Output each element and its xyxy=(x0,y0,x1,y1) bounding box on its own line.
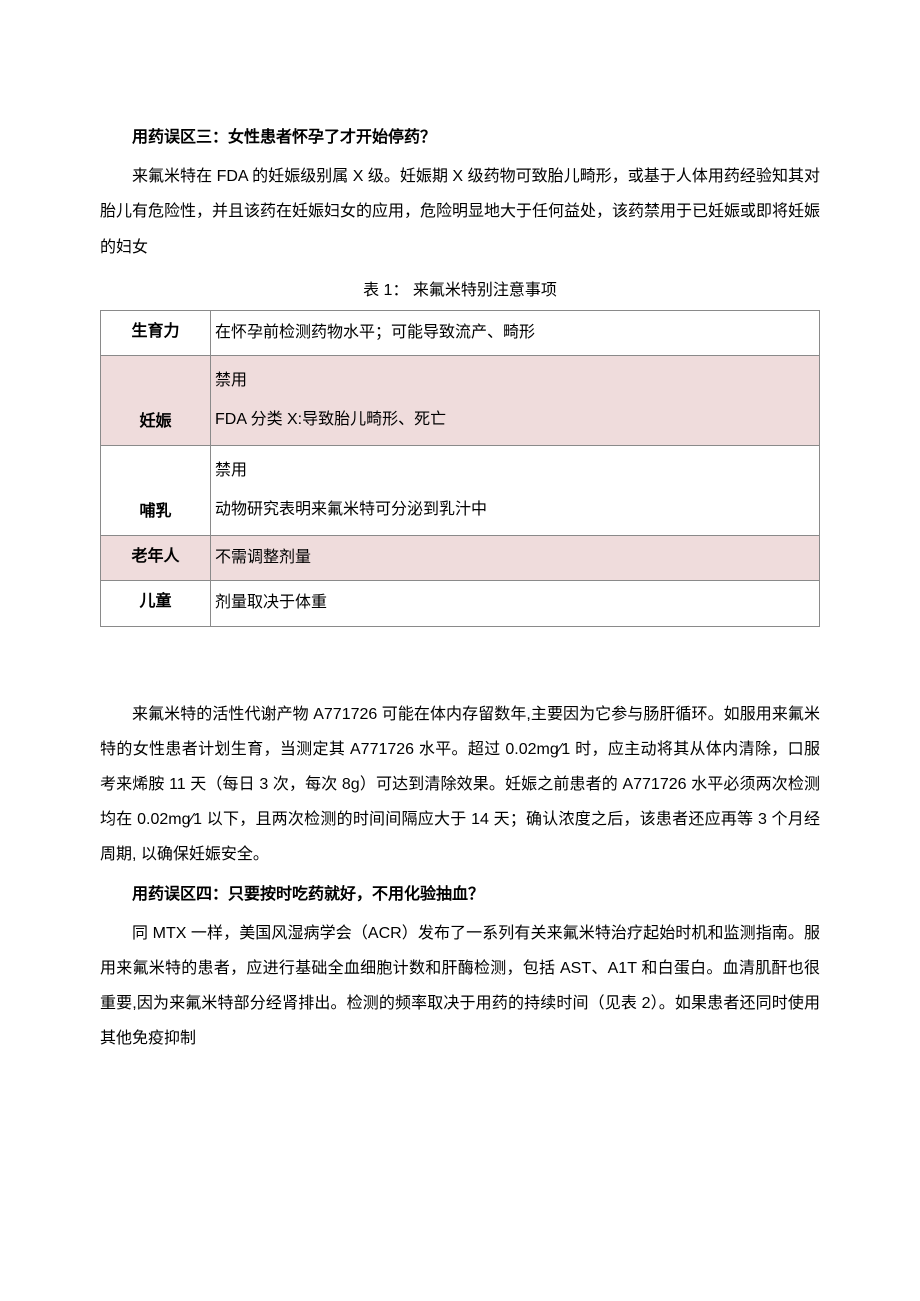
row-label: 儿童 xyxy=(101,581,211,626)
table-row: 哺乳 禁用动物研究表明来氟米特可分泌到乳汁中 xyxy=(101,446,820,536)
table-row: 生育力 在怀孕前检测药物水平；可能导致流产、畸形 xyxy=(101,310,820,355)
row-label: 哺乳 xyxy=(101,446,211,536)
table-row: 妊娠 禁用FDA 分类 X:导致胎儿畸形、死亡 xyxy=(101,356,820,446)
section-paragraph-4: 同 MTX 一样，美国风湿病学会（ACR）发布了一系列有关来氟米特治疗起始时机和… xyxy=(100,916,820,1057)
row-content: 禁用FDA 分类 X:导致胎儿畸形、死亡 xyxy=(211,356,820,446)
row-content: 剂量取决于体重 xyxy=(211,581,820,626)
section-heading-3: 用药误区三：女性患者怀孕了才开始停药？ xyxy=(100,120,820,155)
row-content: 在怀孕前检测药物水平；可能导致流产、畸形 xyxy=(211,310,820,355)
table-row: 老年人 不需调整剂量 xyxy=(101,535,820,580)
row-content: 禁用动物研究表明来氟米特可分泌到乳汁中 xyxy=(211,446,820,536)
section-paragraph-2: 来氟米特的活性代谢产物 A771726 可能在体内存留数年,主要因为它参与肠肝循… xyxy=(100,697,820,873)
row-label: 妊娠 xyxy=(101,356,211,446)
row-content: 不需调整剂量 xyxy=(211,535,820,580)
row-label: 老年人 xyxy=(101,535,211,580)
table-caption-1: 表 1： 来氟米特别注意事项 xyxy=(100,273,820,308)
row-label: 生育力 xyxy=(101,310,211,355)
table-row: 儿童 剂量取决于体重 xyxy=(101,581,820,626)
section-paragraph-3: 来氟米特在 FDA 的妊娠级别属 X 级。妊娠期 X 级药物可致胎儿畸形，或基于… xyxy=(100,159,820,265)
precautions-table: 生育力 在怀孕前检测药物水平；可能导致流产、畸形 妊娠 禁用FDA 分类 X:导… xyxy=(100,310,820,627)
section-heading-4: 用药误区四：只要按时吃药就好，不用化验抽血？ xyxy=(100,877,820,912)
spacer xyxy=(100,667,820,697)
